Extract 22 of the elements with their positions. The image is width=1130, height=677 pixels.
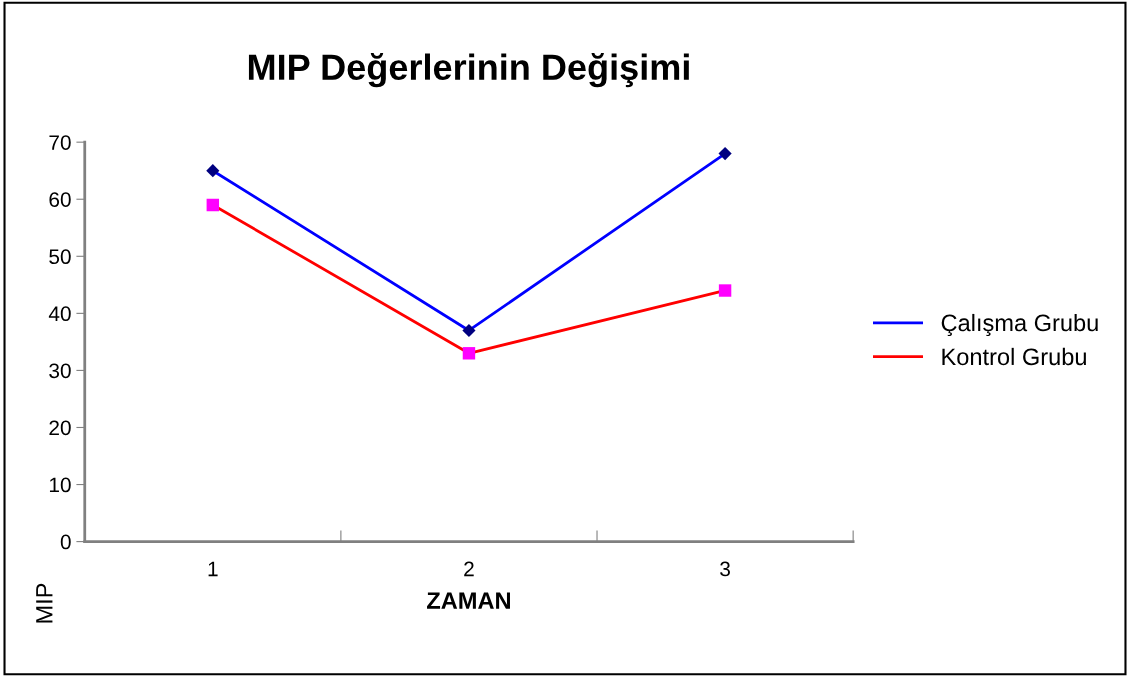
legend-label: Çalışma Grubu: [941, 313, 1098, 337]
chart-title: MIP Değerlerinin Değişimi: [248, 53, 689, 88]
point: [462, 323, 476, 338]
y-axis-title: MIP: [36, 583, 53, 623]
x-tick-label: 1: [208, 561, 218, 577]
point: [462, 347, 476, 360]
y-tick-label: 30: [49, 363, 71, 379]
x-axis-title: ZAMAN: [427, 592, 510, 609]
legend-label: Kontrol Grubu: [942, 347, 1086, 366]
y-tick-label: 20: [49, 420, 71, 436]
y-tick-label: 10: [49, 477, 71, 493]
point: [718, 284, 732, 297]
point: [206, 164, 220, 178]
x-tick-label: 2: [464, 561, 474, 577]
y-tick-label: 50: [49, 249, 71, 265]
point: [206, 198, 220, 212]
y-tick-label: 60: [49, 192, 71, 207]
y-tick-label: 70: [49, 135, 71, 150]
y-tick-label: 40: [48, 306, 71, 322]
x-tick-label: 3: [720, 561, 730, 577]
y-tick-label: 0: [60, 534, 71, 550]
point: [718, 146, 732, 161]
